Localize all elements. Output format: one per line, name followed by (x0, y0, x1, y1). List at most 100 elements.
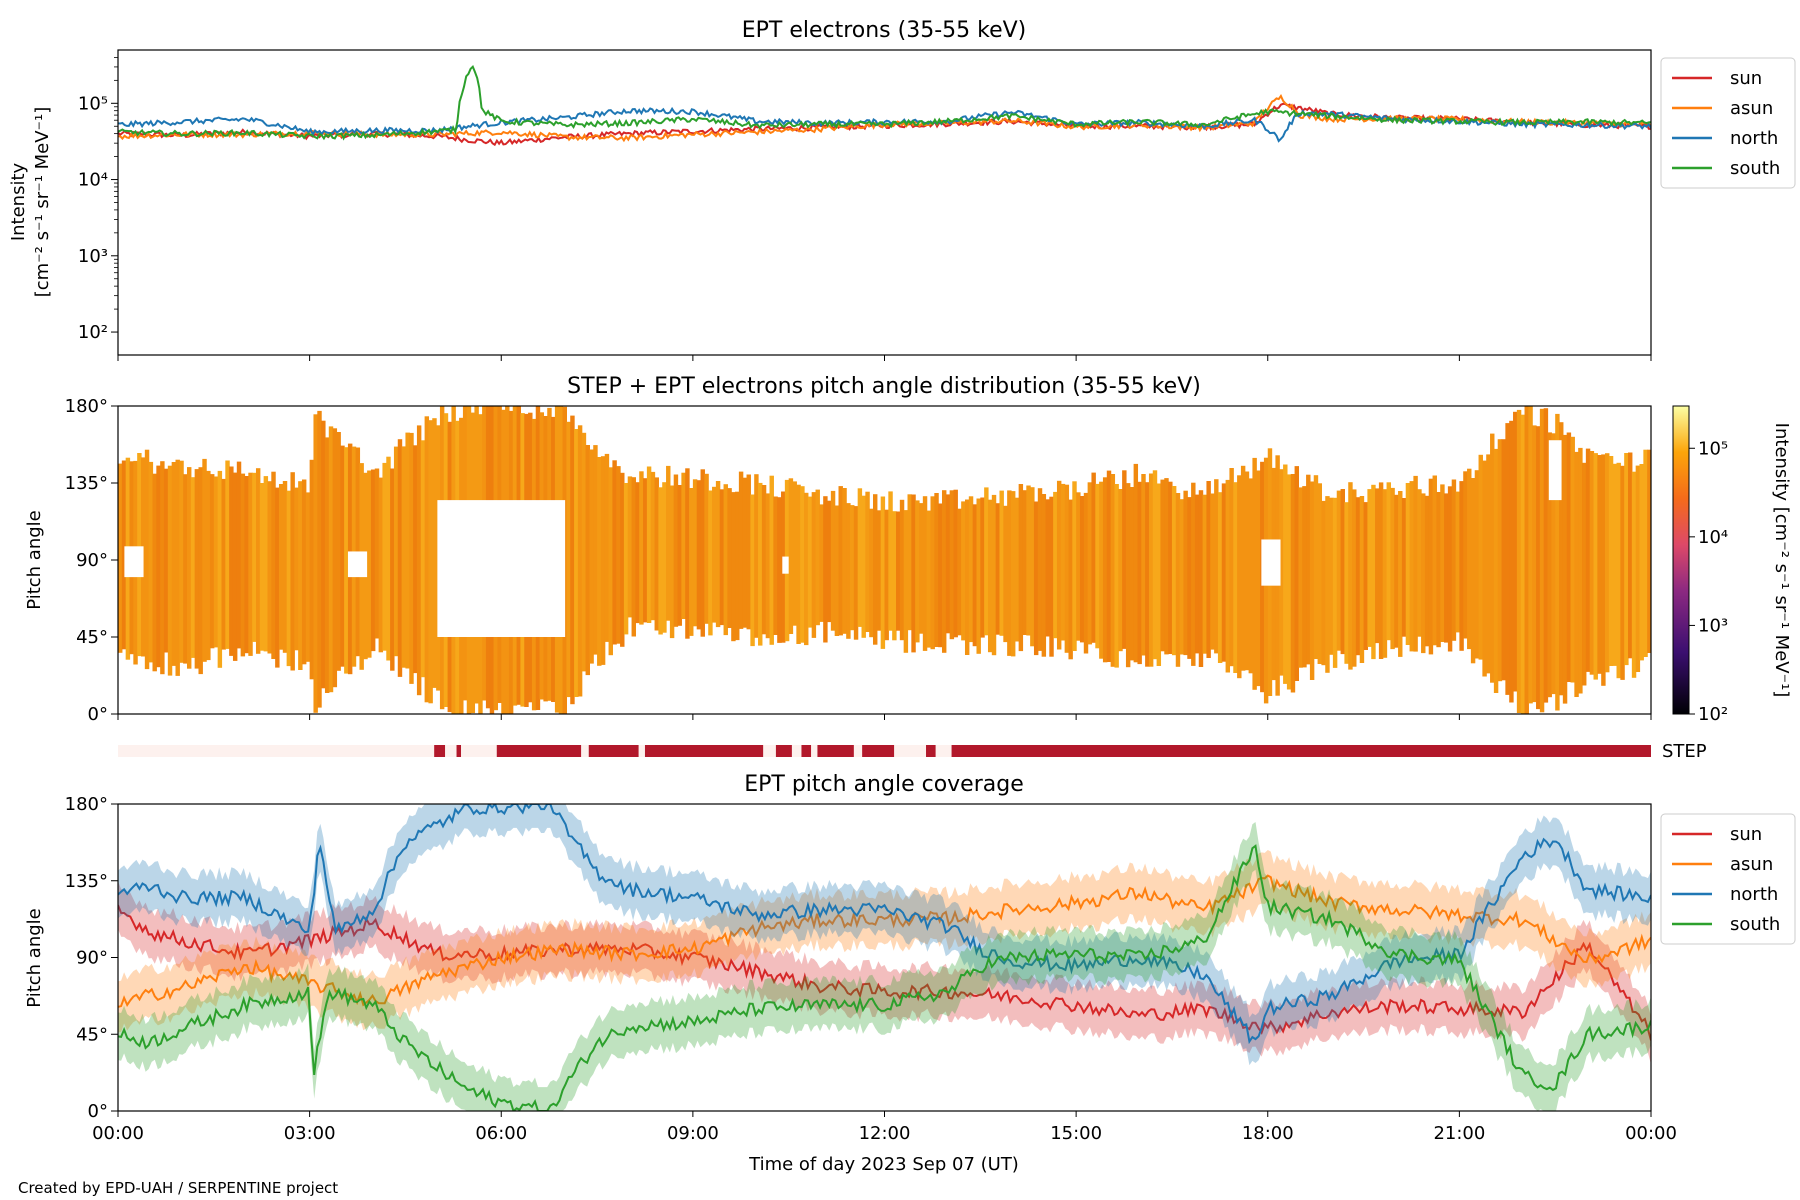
pad-cell (1497, 439, 1503, 682)
pad-cell (1620, 465, 1625, 680)
pad-cell (1283, 464, 1288, 684)
pad-heatmap (118, 406, 1651, 714)
pad-cell (1344, 502, 1349, 664)
pad-cell (1164, 478, 1169, 655)
pad-cell (620, 472, 625, 647)
colorbar-tick-label: 10³ (1698, 615, 1728, 636)
pad-panel: STEP + EPT electrons pitch angle distrib… (24, 374, 1792, 725)
pad-cell (593, 445, 598, 655)
pad-cell (616, 466, 621, 644)
step-segment (496, 745, 582, 757)
pad-cell (1202, 494, 1208, 654)
pad-cell (209, 474, 215, 649)
pad-cell (1256, 470, 1261, 687)
pad-cell (190, 477, 196, 658)
pad-cell (1079, 496, 1085, 643)
pad-cell (1559, 422, 1564, 696)
pad-cell (689, 488, 694, 636)
pad-cell (1141, 474, 1146, 656)
pad-cell (1501, 439, 1506, 681)
pad-cell (1585, 448, 1591, 672)
pad-cell (968, 496, 974, 643)
pad-cell (1536, 426, 1541, 710)
x-tick-label: 06:00 (475, 1123, 527, 1144)
pad-cell (148, 461, 154, 663)
pad-cell (1102, 477, 1108, 663)
pad-cell (1321, 500, 1326, 666)
pad-cell (401, 446, 407, 668)
pad-cell (1593, 453, 1598, 680)
intensity-title: EPT electrons (35-55 keV) (742, 18, 1027, 43)
pad-cell (1191, 482, 1196, 666)
pad-cell (719, 489, 725, 626)
pad-ylabel: Pitch angle (24, 510, 45, 609)
pad-cell (1375, 488, 1380, 644)
pad-cell (1378, 482, 1384, 659)
pad-cell (370, 469, 376, 652)
pad-cell (1087, 482, 1093, 645)
pad-cell (1421, 493, 1426, 654)
pad-cell (1417, 489, 1422, 637)
step-segment (951, 745, 1651, 757)
pad-cell (750, 494, 755, 647)
pad-cell (340, 445, 345, 667)
pad-cell (1409, 481, 1414, 652)
pad-cell (1428, 478, 1434, 655)
pad-cell (221, 478, 226, 650)
pad-title: STEP + EPT electrons pitch angle distrib… (567, 374, 1201, 399)
step-segment (862, 745, 895, 757)
pad-cell (635, 482, 640, 624)
pad-cell (1543, 408, 1549, 703)
pad-cell (1083, 492, 1089, 654)
pad-cell (1635, 465, 1641, 672)
coverage-legend-label-sun: sun (1730, 824, 1762, 845)
pad-cell (1562, 434, 1568, 704)
pad-cell (1053, 491, 1058, 639)
pad-cell (1424, 495, 1430, 647)
pad-cell (953, 489, 958, 638)
pad-cell (278, 484, 284, 650)
pad-cell (213, 476, 219, 648)
y-tick-label: 10³ (78, 246, 108, 267)
x-tick-label: 15:00 (1050, 1123, 1102, 1144)
pad-cell (723, 484, 728, 636)
pad-cell (796, 484, 801, 644)
pad-colorbar: 10² 10³ 10⁴ 10⁵ Intensity [cm⁻² s⁻¹ sr⁻¹ Me… (1672, 405, 1792, 725)
pad-cell (1244, 471, 1250, 671)
coverage-band-sun (118, 881, 1651, 1065)
pad-cell (715, 481, 721, 628)
pad-cell (643, 478, 648, 623)
pad-cell (1371, 484, 1376, 660)
pad-cell (1030, 487, 1035, 647)
pad-cell (1643, 449, 1648, 657)
y-tick-label: 180° (65, 396, 108, 417)
pad-cell (746, 474, 751, 630)
y-tick-label: 10² (78, 322, 108, 343)
pad-cell (708, 490, 713, 636)
pad-cell (1194, 494, 1200, 654)
pad-cell (1532, 425, 1537, 703)
pad-cell (830, 490, 836, 631)
pad-cell (604, 453, 610, 642)
pad-x-ticks (117, 714, 1652, 720)
pad-cell (301, 479, 307, 665)
pad-cell (144, 449, 150, 670)
pad-cell (1486, 454, 1491, 674)
pad-cell (742, 477, 748, 628)
coverage-legend-frame (1660, 813, 1796, 945)
y-tick-label: 90° (76, 550, 108, 571)
pad-cell (1041, 494, 1047, 657)
pad-cell (263, 476, 269, 652)
pad-cell (252, 472, 257, 642)
pad-cell (1229, 468, 1234, 667)
pad-cell (420, 440, 426, 678)
colorbar-tick-label: 10⁵ (1698, 438, 1728, 459)
pad-cell (1578, 447, 1583, 694)
pad-cell (807, 496, 813, 628)
pad-cell (313, 414, 318, 713)
pad-cell (1294, 466, 1300, 681)
pad-cell (934, 493, 939, 647)
pad-cell (1133, 463, 1139, 663)
pad-cell (194, 469, 200, 669)
pad-cell (1459, 481, 1464, 651)
